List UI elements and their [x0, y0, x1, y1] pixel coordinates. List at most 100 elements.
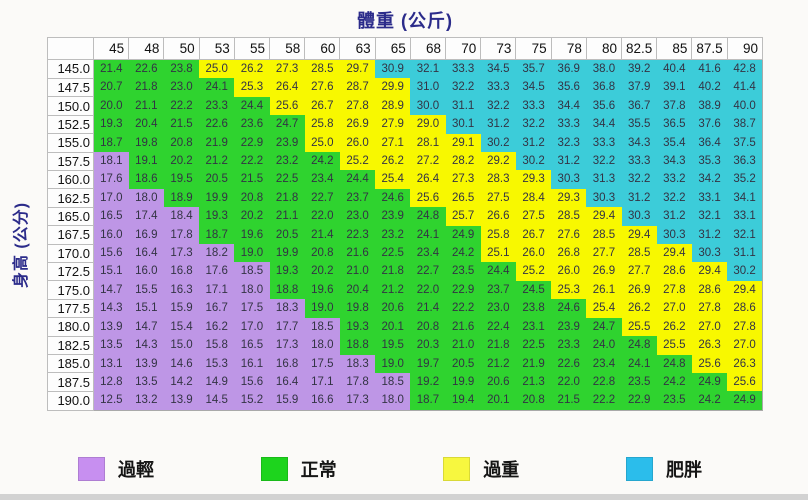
- bmi-cell: 28.7: [339, 78, 376, 97]
- bmi-cell: 29.3: [551, 188, 587, 208]
- height-header-cell: 175.0: [47, 280, 94, 300]
- bmi-cell: 19.3: [199, 207, 235, 226]
- bmi-cell: 23.5: [656, 391, 692, 411]
- bmi-cell: 25.3: [234, 78, 270, 97]
- bmi-cell: 19.8: [128, 133, 164, 153]
- bmi-cell: 26.2: [621, 299, 657, 318]
- legend-item-underweight: 過輕: [78, 456, 154, 482]
- bmi-cell: 34.2: [691, 170, 728, 189]
- bmi-table-row: 175.0 14.7 15.5 16.3 17.1 18.0 18.8 19.6 20.4 21.…: [47, 280, 763, 300]
- bmi-cell: 16.4: [269, 372, 305, 392]
- bmi-cell: 19.3: [339, 317, 376, 337]
- bmi-cell: 31.1: [727, 244, 763, 263]
- bmi-cell: 35.3: [691, 152, 728, 171]
- bmi-cell: 23.7: [480, 280, 516, 300]
- bmi-cell: 27.5: [480, 188, 516, 208]
- bmi-cell: 14.6: [163, 354, 200, 373]
- height-header-cell: 177.5: [47, 298, 94, 319]
- bmi-cell: 30.3: [621, 207, 657, 226]
- bmi-cell: 18.5: [234, 262, 270, 281]
- bmi-cell: 30.2: [480, 133, 516, 153]
- bmi-table-row: 160.0 17.6 18.6 19.5 20.5 21.5 22.5 23.4 24.4 25.…: [47, 169, 763, 190]
- bmi-cell: 20.8: [515, 391, 552, 411]
- bmi-cell: 21.2: [375, 280, 411, 300]
- bmi-cell: 25.8: [480, 225, 516, 245]
- bmi-cell: 24.4: [234, 96, 270, 116]
- bmi-table-row: 147.5 20.7 21.8 23.0 24.1 25.3 26.4 27.6 28.7 29.…: [47, 77, 763, 98]
- bmi-cell: 25.6: [269, 96, 305, 116]
- bmi-cell: 17.0: [93, 188, 129, 208]
- bmi-cell: 22.9: [621, 391, 657, 411]
- bmi-cell: 19.9: [269, 244, 305, 263]
- bmi-cell: 38.7: [727, 115, 763, 134]
- bmi-cell: 33.2: [656, 170, 692, 189]
- bmi-cell: 21.6: [445, 317, 481, 337]
- bmi-cell: 20.4: [339, 280, 376, 300]
- bmi-cell: 27.3: [445, 170, 481, 189]
- bmi-cell: 25.0: [304, 133, 340, 153]
- bmi-cell: 32.1: [691, 207, 728, 226]
- bmi-cell: 19.1: [128, 152, 164, 171]
- bmi-cell: 29.4: [656, 244, 692, 263]
- bmi-cell: 19.0: [375, 354, 411, 373]
- bmi-cell: 18.7: [199, 225, 235, 245]
- weight-header-cell: 82.5: [621, 37, 658, 60]
- bmi-cell: 29.0: [410, 115, 446, 134]
- bmi-cell: 25.1: [480, 244, 516, 263]
- bmi-cell: 27.6: [304, 78, 340, 97]
- bmi-cell: 33.3: [445, 59, 481, 79]
- bmi-cell: 17.5: [234, 299, 270, 318]
- bmi-cell: 37.8: [656, 96, 692, 116]
- bmi-cell: 26.4: [269, 78, 305, 97]
- bmi-cell: 15.6: [93, 244, 129, 263]
- bmi-cell: 24.1: [199, 78, 235, 97]
- bmi-cell: 24.8: [656, 354, 692, 373]
- bmi-cell: 16.0: [93, 225, 129, 245]
- bmi-cell: 26.9: [339, 115, 376, 134]
- bmi-cell: 29.9: [375, 78, 411, 97]
- legend-label: 肥胖: [665, 460, 702, 480]
- bmi-cell: 40.0: [727, 96, 763, 116]
- bmi-cell: 19.4: [445, 391, 481, 411]
- bmi-cell: 19.3: [269, 262, 305, 281]
- height-header-cell: 157.5: [47, 151, 94, 171]
- bmi-cell: 19.5: [163, 170, 200, 189]
- bmi-cell: 33.1: [727, 207, 763, 226]
- bmi-cell: 17.3: [269, 336, 305, 355]
- bmi-table-row: 187.5 12.8 13.5 14.2 14.9 15.6 16.4 17.1 17.8 18.…: [47, 372, 763, 392]
- bmi-cell: 37.6: [691, 115, 728, 134]
- bmi-cell: 35.6: [586, 96, 622, 116]
- bmi-cell: 27.0: [656, 299, 692, 318]
- bmi-cell: 28.5: [586, 225, 622, 245]
- bmi-cell: 29.7: [339, 59, 376, 79]
- bmi-cell: 39.2: [621, 59, 657, 79]
- height-header-cell: 190.0: [47, 390, 94, 411]
- bmi-cell: 29.4: [586, 207, 622, 226]
- weight-header-cell: 60: [304, 37, 341, 60]
- weight-header-cell: 90: [726, 37, 764, 60]
- bmi-table-row: 162.5 17.0 18.0 18.9 19.9 20.8 21.8 22.7 23.7 24.…: [47, 188, 763, 208]
- bmi-cell: 16.8: [163, 262, 200, 281]
- legend-swatch-overweight: [443, 457, 471, 481]
- bmi-cell: 26.7: [515, 225, 552, 245]
- bmi-cell: 37.5: [727, 133, 763, 153]
- bmi-cell: 22.7: [304, 188, 340, 208]
- bmi-cell: 21.0: [339, 262, 376, 281]
- bmi-cell: 23.3: [199, 96, 235, 116]
- bmi-cell: 20.6: [375, 299, 411, 318]
- bmi-cell: 21.2: [199, 152, 235, 171]
- height-header-cell: 162.5: [47, 188, 94, 208]
- bmi-cell: 33.3: [480, 78, 516, 97]
- bmi-cell: 23.5: [621, 372, 657, 392]
- bmi-cell: 15.5: [128, 280, 164, 300]
- weight-header-cell: 73: [480, 37, 517, 60]
- bmi-cell: 23.9: [375, 207, 411, 226]
- bmi-cell: 24.4: [480, 262, 516, 281]
- bmi-cell: 18.9: [163, 188, 200, 208]
- bmi-table-row: 172.5 15.1 16.0 16.8 17.6 18.5 19.3 20.2 21.0 21.…: [47, 261, 763, 282]
- bmi-cell: 16.9: [128, 225, 164, 245]
- bmi-cell: 31.1: [445, 96, 481, 116]
- bmi-table-row: 177.5 14.3 15.1 15.9 16.7 17.5 18.3 19.0 19.8 20.…: [47, 298, 763, 319]
- bmi-cell: 18.4: [163, 207, 200, 226]
